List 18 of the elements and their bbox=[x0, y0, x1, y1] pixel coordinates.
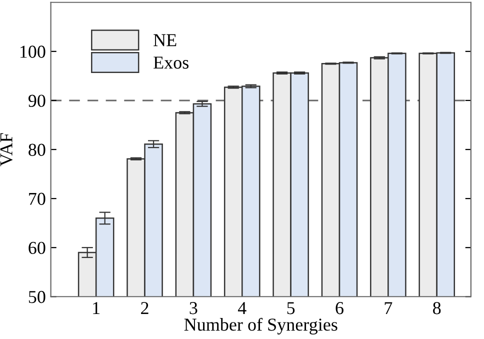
x-tick-label: 5 bbox=[287, 302, 295, 314]
legend-label: NE bbox=[154, 34, 176, 46]
y-axis-title: VAF bbox=[0, 133, 13, 166]
x-tick-label: 3 bbox=[190, 302, 198, 314]
x-axis-title: Number of Synergies bbox=[184, 318, 338, 334]
y-tick-label: 100 bbox=[20, 46, 46, 58]
x-tick-label: 8 bbox=[433, 302, 441, 314]
y-tick-label: 90 bbox=[28, 94, 46, 107]
y-tick-label: 70 bbox=[29, 192, 46, 205]
x-tick-label: 4 bbox=[238, 302, 246, 314]
x-tick-label: 1 bbox=[93, 302, 100, 314]
y-tick-label: 60 bbox=[28, 242, 46, 254]
x-tick-label: 2 bbox=[141, 302, 148, 314]
x-tick-label: 6 bbox=[336, 302, 344, 314]
x-tick-label: 7 bbox=[384, 302, 392, 314]
legend-label: Exos bbox=[154, 56, 188, 69]
y-tick-label: 80 bbox=[28, 144, 46, 156]
y-tick-label: 50 bbox=[28, 290, 46, 304]
